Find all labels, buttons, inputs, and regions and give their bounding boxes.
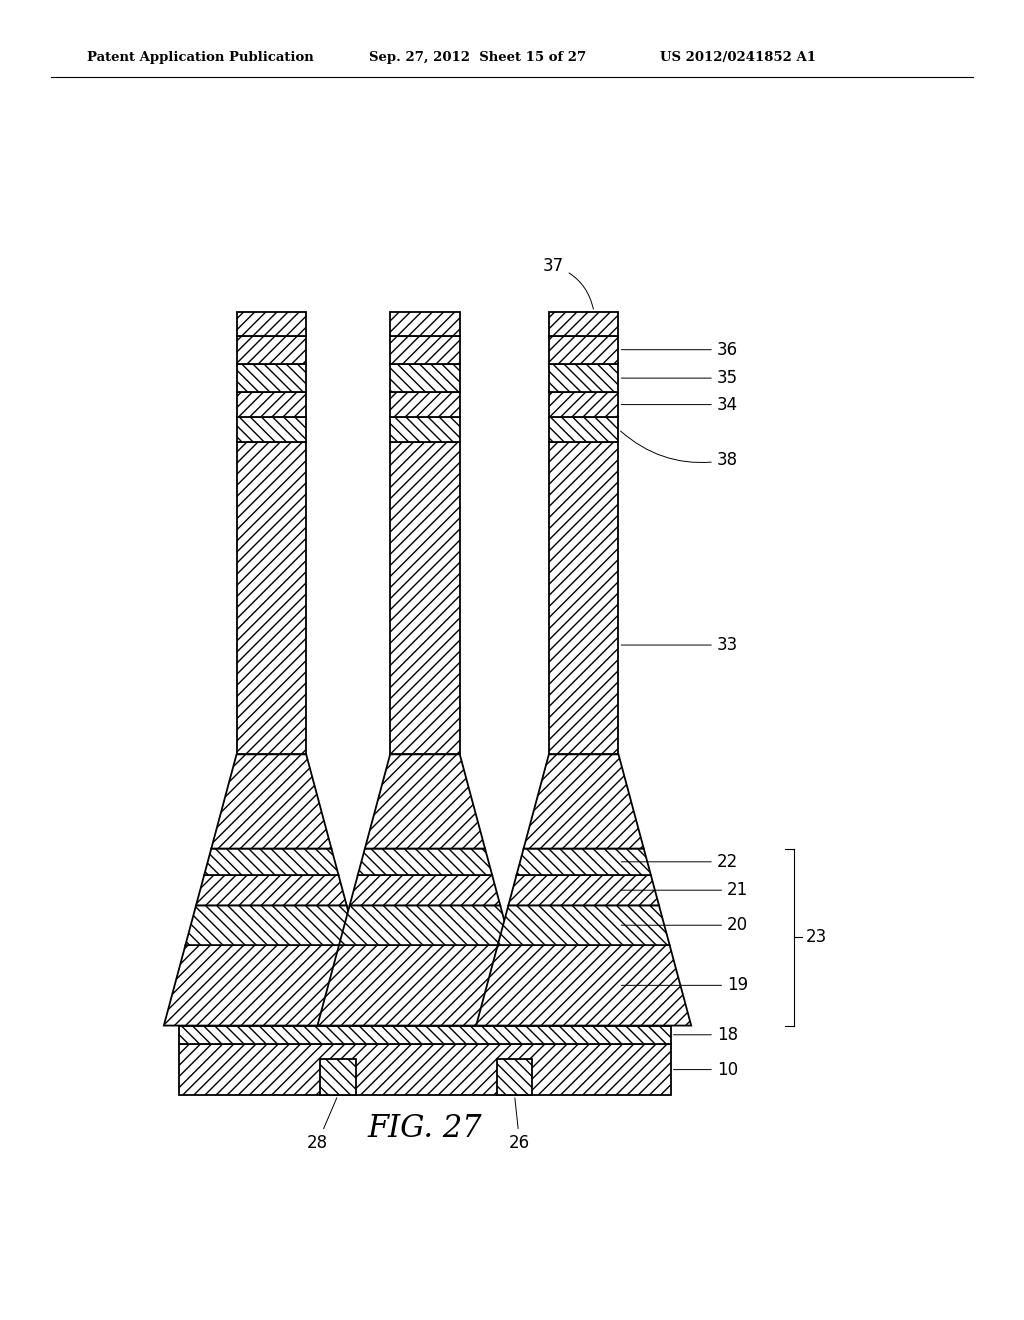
Polygon shape [185,906,357,945]
Polygon shape [390,312,460,335]
Bar [319,1060,355,1096]
Bar [497,1060,532,1096]
Polygon shape [498,906,670,945]
Polygon shape [164,945,379,1026]
Text: 37: 37 [543,257,593,309]
Polygon shape [237,312,306,335]
Text: 33: 33 [622,636,738,653]
Text: 21: 21 [622,882,749,899]
Polygon shape [549,417,618,441]
Polygon shape [237,364,306,392]
Text: 10: 10 [674,1060,738,1078]
Polygon shape [390,392,460,417]
Polygon shape [549,392,618,417]
Text: 18: 18 [674,1026,738,1044]
Text: 36: 36 [622,341,738,359]
Polygon shape [549,312,618,335]
Polygon shape [211,754,332,849]
Polygon shape [237,335,306,364]
Bar [237,441,306,754]
Polygon shape [357,849,493,875]
Text: 26: 26 [509,1098,530,1152]
Text: 28: 28 [307,1098,337,1152]
Polygon shape [237,392,306,417]
Polygon shape [339,906,511,945]
Text: Patent Application Publication: Patent Application Publication [87,51,313,65]
Polygon shape [549,335,618,364]
Text: 19: 19 [622,977,749,994]
Text: 38: 38 [621,432,738,469]
Polygon shape [549,364,618,392]
Polygon shape [237,417,306,441]
Text: 35: 35 [622,370,738,387]
Text: US 2012/0241852 A1: US 2012/0241852 A1 [660,51,816,65]
Text: 23: 23 [806,928,827,946]
Polygon shape [508,875,659,906]
Text: 20: 20 [622,916,749,935]
Polygon shape [349,875,501,906]
Polygon shape [390,364,460,392]
Polygon shape [390,417,460,441]
Polygon shape [523,754,644,849]
Text: 22: 22 [622,853,738,871]
Bar [179,1026,671,1044]
Polygon shape [516,849,651,875]
Text: Sep. 27, 2012  Sheet 15 of 27: Sep. 27, 2012 Sheet 15 of 27 [369,51,586,65]
Bar [179,1044,671,1096]
Polygon shape [476,945,691,1026]
Text: FIG. 27: FIG. 27 [368,1114,482,1144]
Polygon shape [365,754,485,849]
Polygon shape [196,875,347,906]
Bar [390,441,460,754]
Bar [549,441,618,754]
Text: 34: 34 [622,396,738,413]
Polygon shape [204,849,339,875]
Polygon shape [390,335,460,364]
Polygon shape [317,945,532,1026]
